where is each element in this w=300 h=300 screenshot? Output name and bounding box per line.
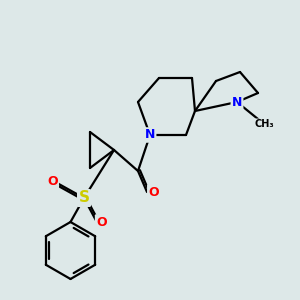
Text: S: S xyxy=(79,190,89,206)
Text: O: O xyxy=(47,175,58,188)
Text: O: O xyxy=(96,215,107,229)
Text: CH₃: CH₃ xyxy=(254,119,274,130)
Text: O: O xyxy=(148,185,159,199)
Text: N: N xyxy=(145,128,155,142)
Text: N: N xyxy=(232,95,242,109)
